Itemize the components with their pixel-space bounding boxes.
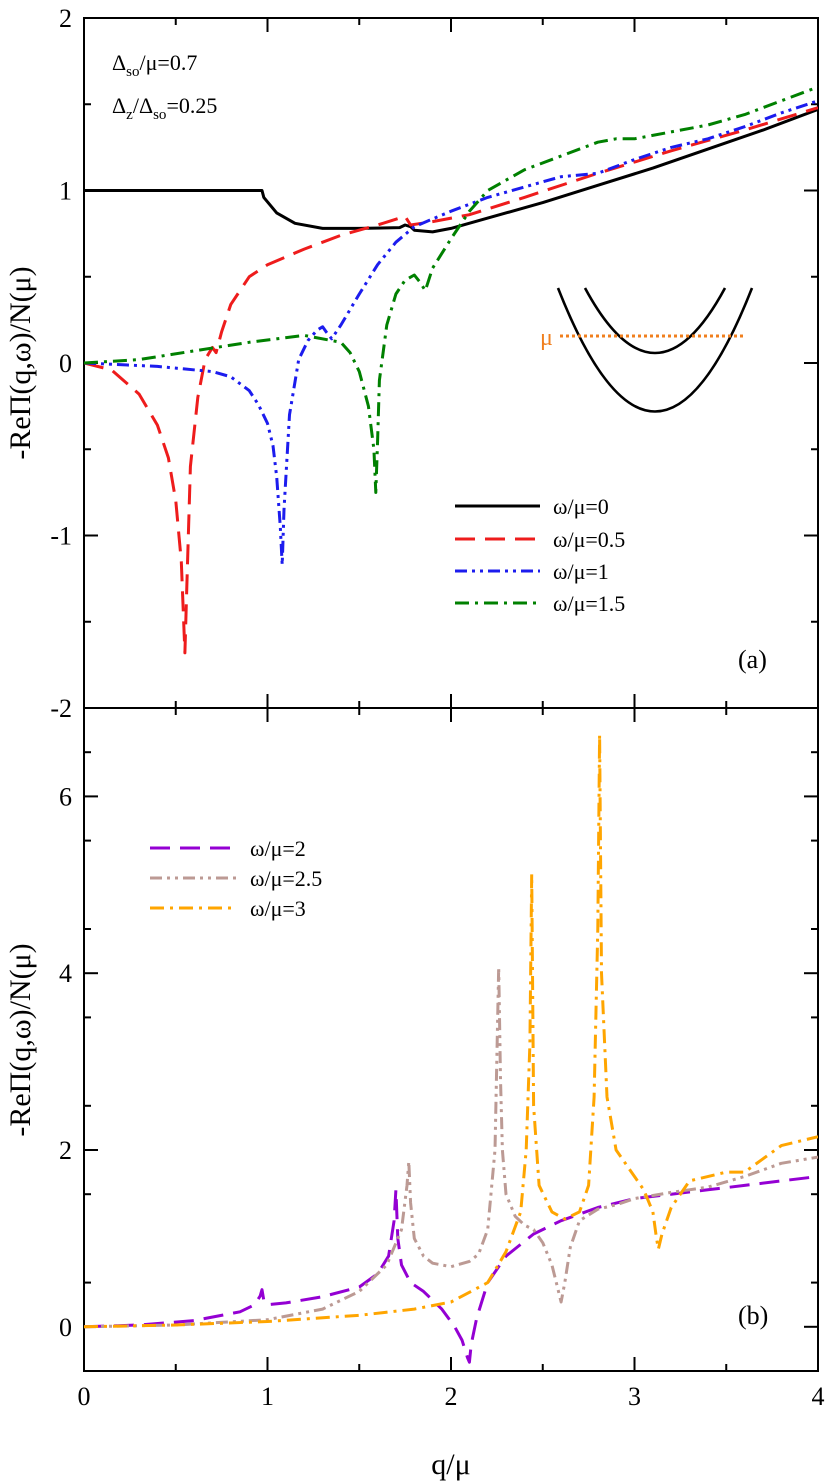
- panel-b-series: [84, 733, 818, 1364]
- x-tick-label: 2: [445, 1382, 458, 1411]
- panel-a: -2 -1 0 1 2 Δso/μ=0.7 Δz/Δso=0.25 μ ω/μ=0 ω/…: [50, 4, 819, 723]
- annotation-delta-so: Δso/μ=0.7: [112, 50, 197, 80]
- legend-label-omega-3: ω/μ=3: [250, 896, 306, 921]
- y-tick-label: 2: [59, 1136, 72, 1165]
- series-line--2-5: [84, 965, 818, 1329]
- y-tick-label: 6: [59, 782, 72, 811]
- y-tick-label: 1: [59, 177, 72, 206]
- y-tick-label: 0: [59, 349, 72, 378]
- legend-label-omega-2: ω/μ=2: [250, 836, 306, 861]
- x-axis-label: q/μ: [431, 1448, 470, 1481]
- inset-band-diagram: μ: [540, 287, 754, 413]
- series-line--0-5: [84, 106, 818, 655]
- y-tick-label: -1: [50, 522, 72, 551]
- panel-b-frame: [83, 707, 819, 1372]
- x-tick-label: 0: [78, 1382, 91, 1411]
- x-tick-label: 4: [812, 1382, 825, 1411]
- legend-b: ω/μ=2 ω/μ=2.5 ω/μ=3: [150, 836, 322, 921]
- legend-label-omega-2-5: ω/μ=2.5: [250, 866, 322, 891]
- legend-label-omega-0-5: ω/μ=0.5: [553, 527, 625, 552]
- series-line--0: [84, 107, 818, 234]
- y-axis-label-a: -ReΠ(q,ω)/N(μ): [4, 266, 37, 459]
- panel-b: 0 2 4 6 0 1 2 3 4 ω/μ=2 ω/μ=2.5 ω/μ=3 (b): [59, 707, 825, 1411]
- inset-band-lower: [556, 287, 754, 413]
- annotation-delta-z: Δz/Δso=0.25: [112, 93, 217, 123]
- y-axis-label-b: -ReΠ(q,ω)/N(μ): [4, 943, 37, 1136]
- x-tick-label: 1: [261, 1382, 274, 1411]
- series-line--3: [84, 733, 818, 1329]
- y-tick-label: 0: [59, 1313, 72, 1342]
- panel-b-ticks: 0 2 4 6 0 1 2 3 4: [59, 708, 825, 1411]
- legend-label-omega-1-5: ω/μ=1.5: [553, 591, 625, 616]
- legend-label-omega-0: ω/μ=0: [553, 494, 609, 519]
- y-tick-label: 4: [59, 959, 72, 988]
- panel-a-frame: [83, 17, 819, 709]
- inset-mu-label: μ: [540, 325, 553, 351]
- y-tick-label: 2: [59, 4, 72, 33]
- legend-a: ω/μ=0 ω/μ=0.5 ω/μ=1 ω/μ=1.5: [455, 494, 625, 616]
- panel-a-series: [84, 85, 818, 655]
- panel-b-label: (b): [738, 1301, 768, 1330]
- y-tick-label: -2: [50, 694, 72, 723]
- series-line--1-5: [84, 85, 818, 494]
- panel-a-label: (a): [738, 645, 767, 674]
- legend-label-omega-1: ω/μ=1: [553, 559, 609, 584]
- series-line--2: [84, 1175, 818, 1364]
- x-tick-label: 3: [628, 1382, 641, 1411]
- series-line--1: [84, 99, 818, 567]
- inset-band-upper: [583, 287, 727, 355]
